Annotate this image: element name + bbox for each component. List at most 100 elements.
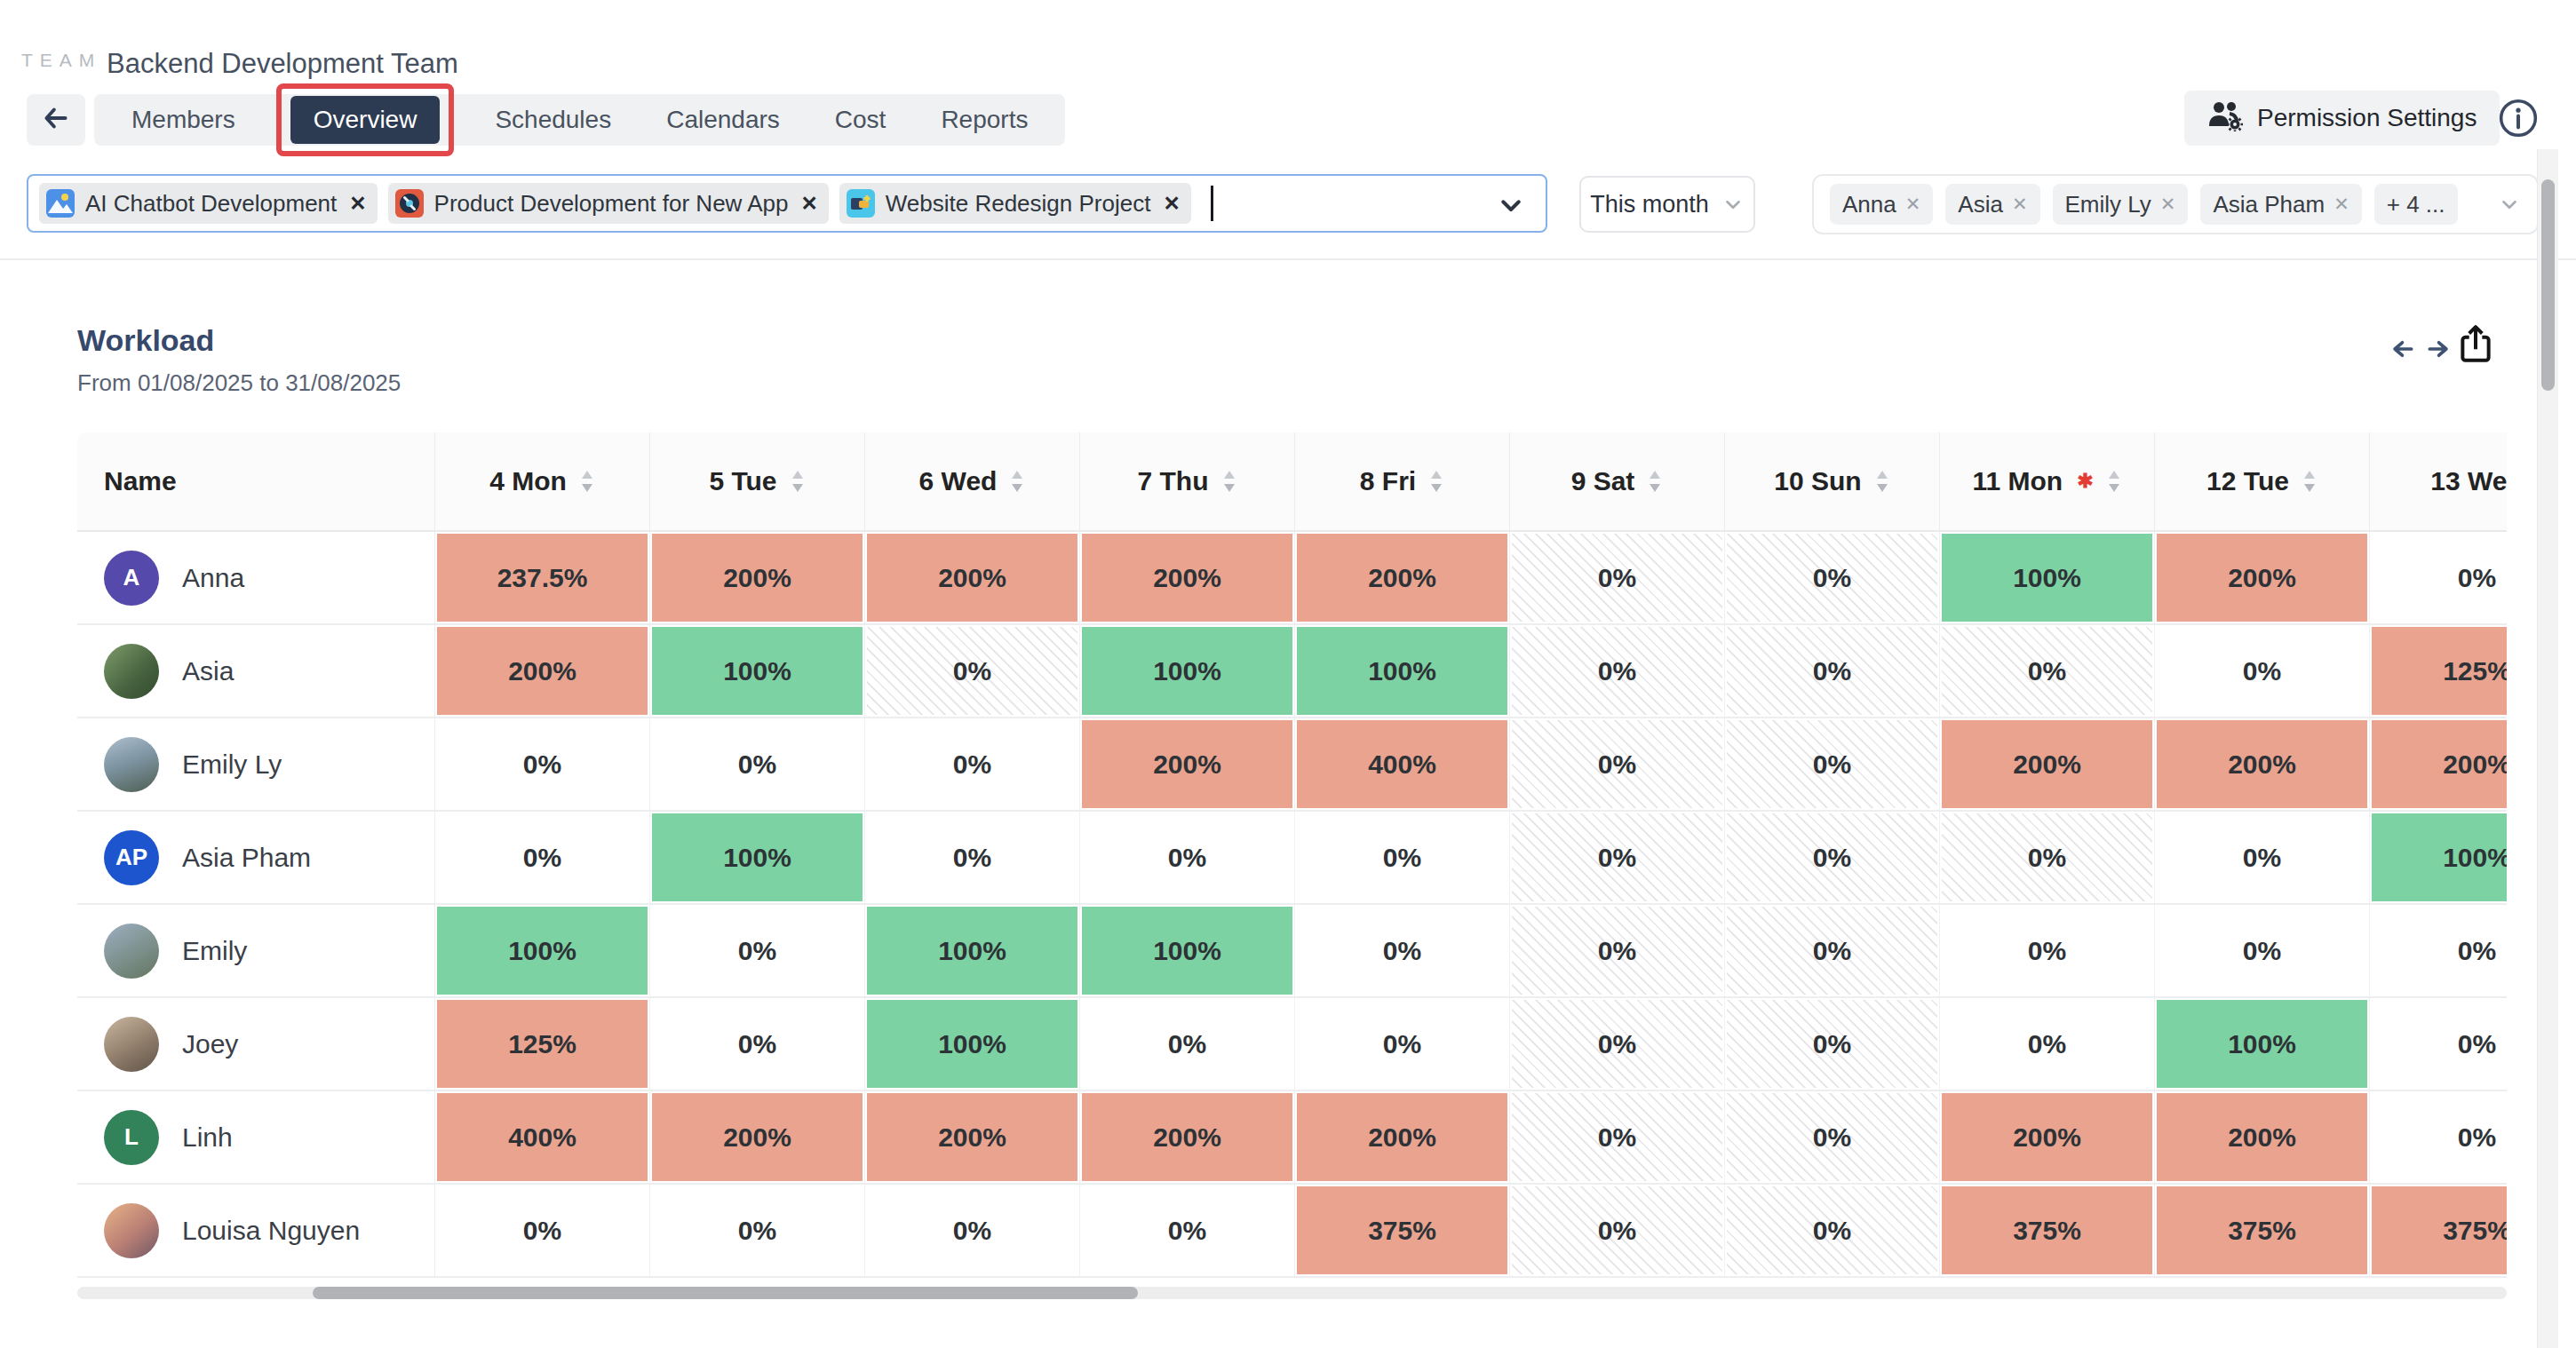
workload-cell[interactable]: 0%: [1510, 625, 1725, 717]
remove-project-icon[interactable]: ✕: [1163, 192, 1180, 216]
workload-cell[interactable]: 100%: [1940, 532, 2155, 623]
workload-cell[interactable]: 0%: [1510, 998, 1725, 1090]
workload-cell[interactable]: 0%: [1295, 998, 1510, 1090]
workload-cell[interactable]: 200%: [2155, 718, 2370, 810]
workload-cell[interactable]: 100%: [2155, 998, 2370, 1090]
workload-cell[interactable]: 0%: [2370, 905, 2507, 996]
workload-cell[interactable]: 0%: [1295, 905, 1510, 996]
remove-project-icon[interactable]: ✕: [349, 192, 366, 216]
tab-overview[interactable]: Overview: [290, 96, 441, 144]
workload-cell[interactable]: 200%: [1940, 718, 2155, 810]
workload-cell[interactable]: 375%: [2370, 1185, 2507, 1276]
info-button[interactable]: [2498, 98, 2539, 139]
member-name-cell[interactable]: Emily: [77, 905, 435, 996]
workload-cell[interactable]: 0%: [650, 1185, 865, 1276]
workload-cell[interactable]: 0%: [2370, 998, 2507, 1090]
member-name-cell[interactable]: Emily Ly: [77, 718, 435, 810]
column-header-10-sun[interactable]: 10 Sun: [1725, 432, 1940, 530]
workload-cell[interactable]: 0%: [1940, 625, 2155, 717]
member-chip[interactable]: Asia Pham✕: [2200, 184, 2361, 225]
remove-member-icon[interactable]: ✕: [2160, 194, 2176, 215]
member-name-cell[interactable]: LLinh: [77, 1091, 435, 1183]
workload-cell[interactable]: 0%: [1510, 532, 1725, 623]
workload-cell[interactable]: 0%: [2370, 1091, 2507, 1183]
sort-icon[interactable]: [1874, 468, 1890, 495]
project-chip[interactable]: Product Development for New App✕: [388, 183, 829, 224]
workload-cell[interactable]: 0%: [435, 812, 650, 903]
expand-horizontal-button[interactable]: [2391, 337, 2450, 361]
workload-cell[interactable]: 0%: [1940, 905, 2155, 996]
column-header-5-tue[interactable]: 5 Tue: [650, 432, 865, 530]
workload-cell[interactable]: 200%: [1940, 1091, 2155, 1183]
workload-cell[interactable]: 0%: [1725, 812, 1940, 903]
workload-cell[interactable]: 0%: [1725, 625, 1940, 717]
workload-cell[interactable]: 0%: [1510, 812, 1725, 903]
workload-cell[interactable]: 200%: [2155, 1091, 2370, 1183]
permission-settings-button[interactable]: Permission Settings: [2184, 91, 2500, 146]
workload-cell[interactable]: 100%: [1080, 905, 1295, 996]
sort-icon[interactable]: [2302, 468, 2318, 495]
workload-cell[interactable]: 100%: [1080, 625, 1295, 717]
member-name-cell[interactable]: AAnna: [77, 532, 435, 623]
member-name-cell[interactable]: APAsia Pham: [77, 812, 435, 903]
workload-cell[interactable]: 100%: [650, 812, 865, 903]
remove-project-icon[interactable]: ✕: [800, 192, 817, 216]
member-chip[interactable]: Asia✕: [1945, 184, 2039, 225]
workload-cell[interactable]: 200%: [1295, 532, 1510, 623]
workload-cell[interactable]: 100%: [2370, 812, 2507, 903]
workload-cell[interactable]: 200%: [435, 625, 650, 717]
workload-cell[interactable]: 200%: [1080, 532, 1295, 623]
workload-cell[interactable]: 0%: [865, 718, 1080, 810]
member-chip[interactable]: Anna✕: [1830, 184, 1933, 225]
workload-cell[interactable]: 0%: [435, 718, 650, 810]
workload-cell[interactable]: 100%: [435, 905, 650, 996]
column-header-7-thu[interactable]: 7 Thu: [1080, 432, 1295, 530]
workload-cell[interactable]: 0%: [1725, 1091, 1940, 1183]
workload-cell[interactable]: 200%: [865, 1091, 1080, 1183]
workload-cell[interactable]: 0%: [2155, 905, 2370, 996]
period-dropdown[interactable]: This month: [1579, 176, 1755, 233]
workload-cell[interactable]: 375%: [1940, 1185, 2155, 1276]
member-filter-select[interactable]: Anna✕Asia✕Emily Ly✕Asia Pham✕+ 4 ...: [1812, 174, 2539, 234]
workload-cell[interactable]: 0%: [1510, 1091, 1725, 1183]
workload-cell[interactable]: 0%: [2155, 625, 2370, 717]
remove-member-icon[interactable]: ✕: [2334, 194, 2349, 215]
vertical-scrollbar[interactable]: [2537, 149, 2558, 1348]
workload-cell[interactable]: 0%: [865, 812, 1080, 903]
workload-cell[interactable]: 0%: [1725, 718, 1940, 810]
workload-cell[interactable]: 0%: [1080, 1185, 1295, 1276]
workload-cell[interactable]: 0%: [1080, 998, 1295, 1090]
member-name-cell[interactable]: Asia: [77, 625, 435, 717]
member-name-cell[interactable]: Joey: [77, 998, 435, 1090]
member-chip[interactable]: Emily Ly✕: [2053, 184, 2189, 225]
tab-calendars[interactable]: Calendars: [666, 106, 780, 134]
sort-icon[interactable]: [790, 468, 806, 495]
workload-cell[interactable]: 125%: [435, 998, 650, 1090]
workload-cell[interactable]: 375%: [1295, 1185, 1510, 1276]
workload-cell[interactable]: 237.5%: [435, 532, 650, 623]
sort-icon[interactable]: [2106, 468, 2122, 495]
vertical-scrollbar-thumb[interactable]: [2541, 179, 2555, 391]
workload-cell[interactable]: 200%: [650, 532, 865, 623]
remove-member-icon[interactable]: ✕: [1905, 194, 1921, 215]
sort-icon[interactable]: [1428, 468, 1444, 495]
tab-members[interactable]: Members: [131, 106, 235, 134]
workload-cell[interactable]: 0%: [650, 718, 865, 810]
export-share-button[interactable]: [2457, 323, 2494, 364]
workload-cell[interactable]: 200%: [865, 532, 1080, 623]
sort-icon[interactable]: [1009, 468, 1025, 495]
tab-schedules[interactable]: Schedules: [495, 106, 611, 134]
column-header-6-wed[interactable]: 6 Wed: [865, 432, 1080, 530]
column-header-name[interactable]: Name: [77, 432, 435, 530]
workload-cell[interactable]: 0%: [435, 1185, 650, 1276]
workload-cell[interactable]: 400%: [435, 1091, 650, 1183]
workload-cell[interactable]: 0%: [650, 905, 865, 996]
workload-cell[interactable]: 0%: [1725, 905, 1940, 996]
tab-reports[interactable]: Reports: [941, 106, 1028, 134]
column-header-9-sat[interactable]: 9 Sat: [1510, 432, 1725, 530]
workload-cell[interactable]: 375%: [2155, 1185, 2370, 1276]
chevron-down-icon[interactable]: [2498, 193, 2521, 216]
remove-member-icon[interactable]: ✕: [2012, 194, 2028, 215]
sort-icon[interactable]: [1647, 468, 1663, 495]
workload-cell[interactable]: 200%: [1080, 718, 1295, 810]
